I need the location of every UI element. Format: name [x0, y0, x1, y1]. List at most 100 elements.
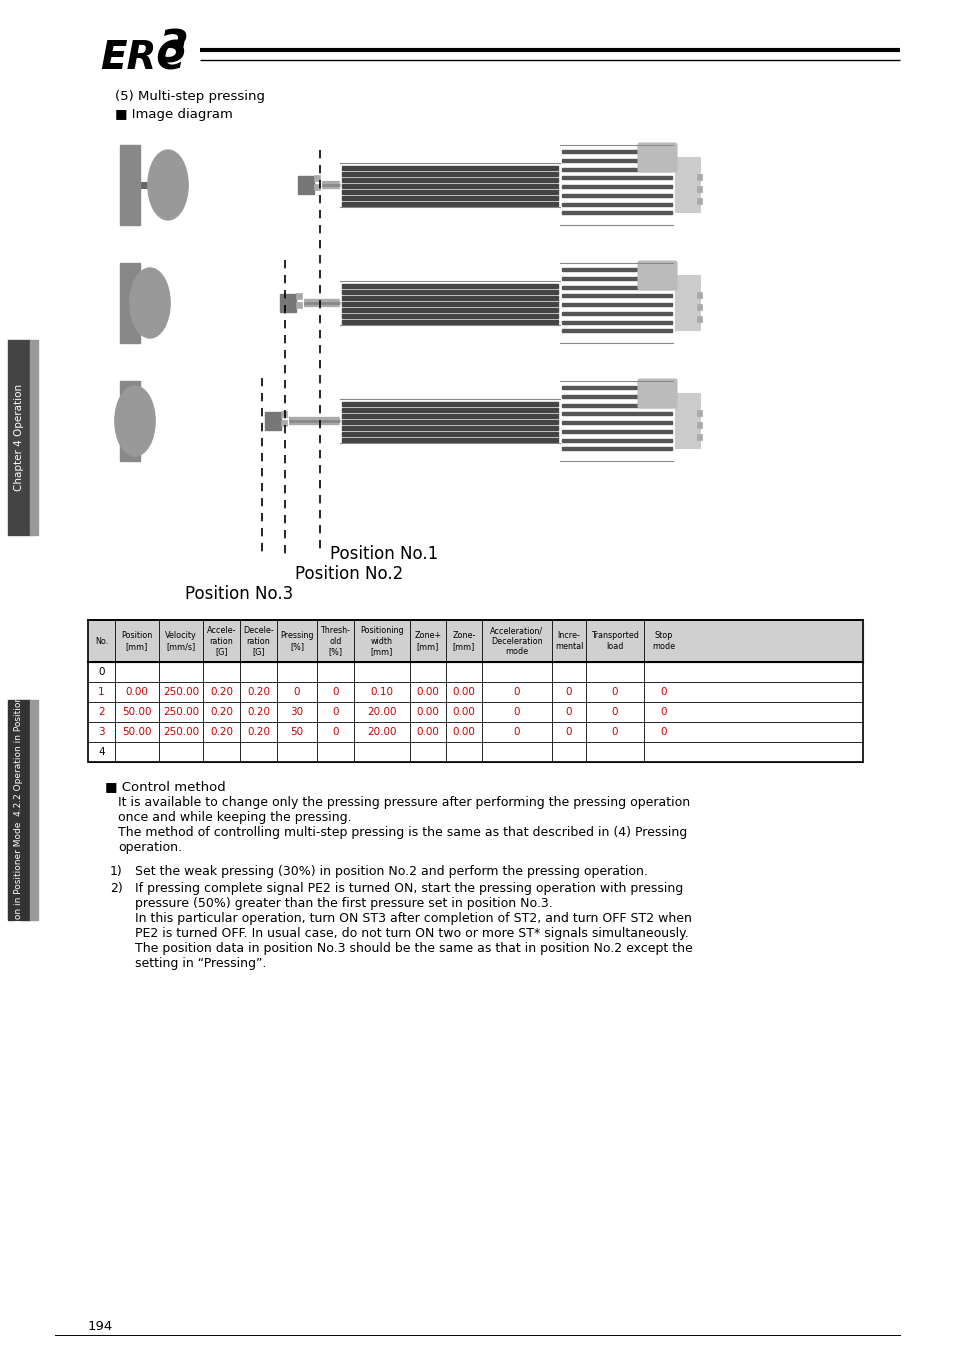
Text: 250.00: 250.00: [163, 687, 199, 697]
Text: Stop
mode: Stop mode: [651, 632, 675, 651]
Bar: [561, 447, 671, 451]
Bar: [697, 186, 701, 192]
Bar: [559, 381, 675, 460]
Text: ■ Image diagram: ■ Image diagram: [115, 108, 233, 122]
Bar: [341, 320, 558, 324]
Bar: [561, 211, 671, 215]
Text: 0.00: 0.00: [416, 728, 439, 737]
Text: 50.00: 50.00: [122, 707, 152, 717]
Bar: [88, 662, 862, 682]
Text: It is available to change only the pressing pressure after performing the pressi: It is available to change only the press…: [118, 796, 689, 809]
Bar: [697, 410, 701, 416]
Text: 0: 0: [332, 687, 338, 697]
Bar: [341, 178, 558, 182]
Text: 1: 1: [98, 687, 105, 697]
Bar: [341, 302, 558, 306]
Bar: [341, 184, 558, 188]
Bar: [339, 400, 559, 443]
Text: 0: 0: [98, 667, 105, 676]
Text: 0: 0: [514, 687, 519, 697]
Text: 0: 0: [565, 707, 572, 717]
Bar: [561, 202, 671, 205]
Text: 4.2 Operation in Positioner Mode  4.2.2 Operation in Positioner Mode 1: 4.2 Operation in Positioner Mode 4.2.2 O…: [14, 651, 24, 969]
Bar: [697, 292, 701, 298]
Text: 0.00: 0.00: [452, 707, 475, 717]
Bar: [30, 340, 38, 535]
Text: Decele-
ration
[G]: Decele- ration [G]: [243, 626, 274, 656]
Bar: [88, 620, 862, 761]
Text: 0.00: 0.00: [416, 707, 439, 717]
Text: 0: 0: [565, 687, 572, 697]
FancyBboxPatch shape: [638, 143, 677, 171]
Text: 3: 3: [98, 728, 105, 737]
Text: Position
[mm]: Position [mm]: [121, 632, 152, 651]
Bar: [675, 157, 700, 212]
Bar: [339, 163, 559, 207]
Bar: [697, 433, 701, 440]
Bar: [120, 381, 140, 460]
Bar: [341, 190, 558, 194]
Bar: [341, 437, 558, 441]
Text: 0.10: 0.10: [370, 687, 393, 697]
Bar: [88, 743, 862, 761]
Text: 0: 0: [611, 707, 618, 717]
Text: The position data in position No.3 should be the same as that in position No.2 e: The position data in position No.3 shoul…: [135, 942, 692, 954]
Text: 0: 0: [611, 728, 618, 737]
Bar: [341, 308, 558, 312]
Text: Zone-
[mm]: Zone- [mm]: [452, 632, 476, 651]
Text: 0: 0: [659, 707, 666, 717]
Bar: [697, 198, 701, 204]
Bar: [561, 404, 671, 406]
Bar: [561, 194, 671, 197]
Text: 20.00: 20.00: [367, 707, 396, 717]
Text: once and while keeping the pressing.: once and while keeping the pressing.: [118, 811, 352, 824]
Text: 4: 4: [98, 747, 105, 757]
Text: 50: 50: [290, 728, 303, 737]
Text: 0: 0: [514, 707, 519, 717]
Bar: [561, 329, 671, 332]
Bar: [561, 177, 671, 180]
Text: operation.: operation.: [118, 841, 182, 855]
Text: The method of controlling multi-step pressing is the same as that described in (: The method of controlling multi-step pre…: [118, 826, 686, 838]
Bar: [339, 281, 559, 325]
Text: 3: 3: [158, 28, 189, 72]
Text: Transported
load: Transported load: [591, 632, 639, 651]
Bar: [88, 722, 862, 742]
Bar: [295, 293, 302, 298]
Bar: [561, 386, 671, 389]
Text: 0.20: 0.20: [247, 728, 270, 737]
Bar: [120, 144, 140, 225]
Text: 0.20: 0.20: [247, 707, 270, 717]
Bar: [561, 320, 671, 324]
Text: Velocity
[mm/s]: Velocity [mm/s]: [165, 632, 196, 651]
Bar: [561, 412, 671, 416]
Text: Chapter 4 Operation: Chapter 4 Operation: [14, 383, 24, 491]
Bar: [341, 290, 558, 294]
Text: Accele-
ration
[G]: Accele- ration [G]: [207, 626, 236, 656]
Text: Acceleration/
Deceleration
mode: Acceleration/ Deceleration mode: [490, 626, 543, 656]
Text: 0: 0: [332, 707, 338, 717]
Bar: [561, 150, 671, 153]
Text: Pressing
[%]: Pressing [%]: [280, 632, 314, 651]
Bar: [8, 340, 30, 535]
Text: 0.20: 0.20: [210, 728, 233, 737]
Text: 0.20: 0.20: [247, 687, 270, 697]
Text: 0.00: 0.00: [416, 687, 439, 697]
Text: 0.00: 0.00: [452, 728, 475, 737]
Bar: [265, 412, 281, 431]
Bar: [561, 302, 671, 306]
Text: 0: 0: [565, 728, 572, 737]
Bar: [561, 394, 671, 398]
Text: 2): 2): [110, 882, 123, 895]
Bar: [561, 159, 671, 162]
Text: (5) Multi-step pressing: (5) Multi-step pressing: [115, 90, 265, 103]
Bar: [559, 144, 675, 225]
Text: Position No.3: Position No.3: [185, 585, 293, 603]
Text: Incre-
mental: Incre- mental: [555, 632, 582, 651]
Text: 0: 0: [294, 687, 300, 697]
Bar: [561, 429, 671, 433]
Bar: [561, 285, 671, 289]
Bar: [281, 410, 287, 417]
Bar: [675, 393, 700, 448]
Text: 250.00: 250.00: [163, 728, 199, 737]
